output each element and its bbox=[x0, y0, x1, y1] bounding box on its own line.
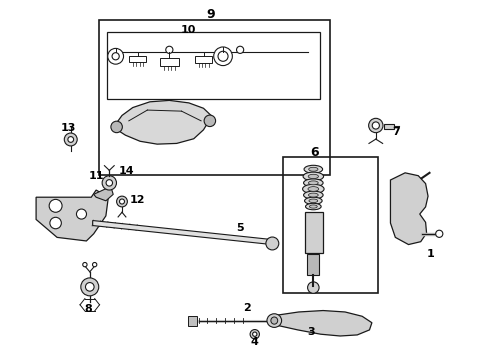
Ellipse shape bbox=[271, 317, 278, 324]
Bar bbox=[195, 55, 212, 63]
Circle shape bbox=[253, 332, 257, 336]
Circle shape bbox=[372, 122, 379, 129]
Text: 9: 9 bbox=[206, 8, 215, 21]
Polygon shape bbox=[188, 316, 196, 325]
Ellipse shape bbox=[267, 314, 282, 327]
Text: 2: 2 bbox=[244, 303, 251, 314]
Text: 14: 14 bbox=[119, 166, 135, 176]
Ellipse shape bbox=[303, 172, 323, 181]
Circle shape bbox=[308, 282, 319, 293]
Polygon shape bbox=[391, 173, 428, 244]
Circle shape bbox=[64, 133, 77, 146]
Ellipse shape bbox=[303, 184, 324, 194]
Ellipse shape bbox=[308, 186, 318, 191]
Bar bbox=[305, 212, 323, 253]
Text: 5: 5 bbox=[236, 224, 244, 233]
Ellipse shape bbox=[308, 181, 318, 185]
Text: 1: 1 bbox=[427, 248, 434, 258]
Circle shape bbox=[204, 115, 216, 127]
Text: 11: 11 bbox=[88, 171, 104, 181]
Ellipse shape bbox=[305, 197, 322, 204]
Bar bbox=[384, 124, 394, 129]
Text: 12: 12 bbox=[130, 195, 146, 205]
Circle shape bbox=[237, 46, 244, 53]
Circle shape bbox=[68, 136, 73, 142]
Circle shape bbox=[102, 176, 117, 190]
Polygon shape bbox=[114, 100, 212, 144]
Bar bbox=[308, 253, 319, 275]
Polygon shape bbox=[93, 221, 269, 244]
Circle shape bbox=[117, 196, 127, 207]
Circle shape bbox=[436, 230, 443, 237]
Ellipse shape bbox=[309, 167, 318, 171]
Circle shape bbox=[120, 199, 124, 204]
Polygon shape bbox=[36, 190, 108, 241]
Ellipse shape bbox=[309, 199, 318, 203]
Ellipse shape bbox=[304, 179, 323, 187]
Polygon shape bbox=[274, 311, 372, 336]
Circle shape bbox=[266, 237, 279, 250]
Circle shape bbox=[214, 47, 232, 66]
Circle shape bbox=[49, 199, 62, 212]
Text: 10: 10 bbox=[181, 25, 196, 35]
Circle shape bbox=[85, 283, 94, 291]
Bar bbox=[107, 32, 319, 99]
Ellipse shape bbox=[308, 193, 318, 197]
Text: 13: 13 bbox=[61, 123, 76, 133]
Bar bbox=[129, 55, 147, 62]
Circle shape bbox=[50, 217, 61, 229]
Circle shape bbox=[250, 329, 259, 339]
Ellipse shape bbox=[304, 191, 323, 199]
Ellipse shape bbox=[308, 174, 318, 179]
Text: 8: 8 bbox=[84, 304, 92, 314]
Bar bbox=[98, 21, 330, 175]
Ellipse shape bbox=[304, 165, 322, 173]
Text: 6: 6 bbox=[311, 145, 319, 158]
Circle shape bbox=[108, 48, 123, 64]
Circle shape bbox=[93, 262, 97, 267]
Ellipse shape bbox=[306, 203, 321, 210]
Polygon shape bbox=[94, 186, 113, 201]
Circle shape bbox=[218, 51, 228, 61]
Ellipse shape bbox=[309, 205, 317, 208]
Text: 7: 7 bbox=[392, 127, 400, 136]
Bar bbox=[160, 58, 179, 66]
Circle shape bbox=[76, 209, 87, 219]
Circle shape bbox=[81, 278, 99, 296]
Circle shape bbox=[106, 180, 113, 186]
Text: 3: 3 bbox=[307, 327, 315, 337]
Text: 4: 4 bbox=[251, 337, 259, 347]
Circle shape bbox=[368, 118, 383, 133]
Circle shape bbox=[111, 121, 122, 133]
Circle shape bbox=[83, 262, 87, 267]
Circle shape bbox=[112, 53, 119, 60]
Bar bbox=[283, 157, 378, 293]
Circle shape bbox=[166, 46, 173, 53]
